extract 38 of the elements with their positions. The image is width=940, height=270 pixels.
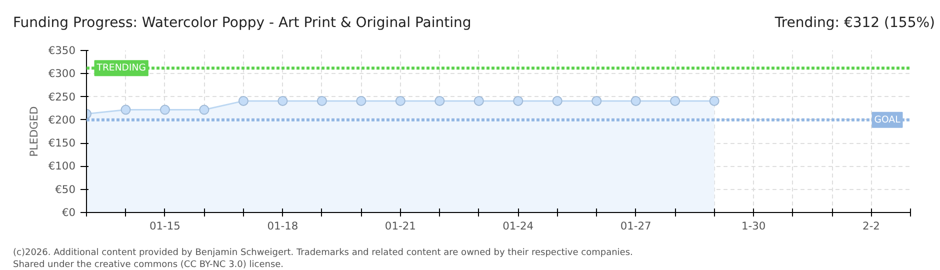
x-tick-label: 1-30 bbox=[741, 220, 766, 232]
point bbox=[356, 96, 366, 106]
y-tick-label: €0 bbox=[62, 206, 76, 219]
point bbox=[552, 96, 562, 106]
ref-line-label: TRENDING bbox=[96, 62, 146, 74]
x-tick-label: 2-2 bbox=[862, 220, 880, 232]
y-tick-label: €200 bbox=[48, 113, 76, 126]
text: (c)2026. Additional content provided by Benjamin Schweigert. Trademarks and related content are owned by their respective companies. bbox=[13, 248, 633, 258]
point bbox=[434, 96, 445, 106]
x-tick-label: 01-15 bbox=[149, 220, 180, 232]
point bbox=[316, 96, 327, 106]
point bbox=[120, 104, 131, 115]
point bbox=[395, 96, 406, 106]
point bbox=[474, 96, 484, 106]
point bbox=[513, 96, 524, 106]
x-tick-label: 01-24 bbox=[502, 220, 534, 232]
y-tick-label: €100 bbox=[48, 160, 76, 173]
point bbox=[630, 96, 641, 106]
point bbox=[670, 96, 680, 106]
y-tick-label: €250 bbox=[48, 90, 76, 104]
point bbox=[238, 96, 248, 106]
y-tick-label: €350 bbox=[48, 44, 76, 57]
chart-title: Funding Progress: Watercolor Poppy - Art Print & Original Painting bbox=[13, 14, 472, 33]
y-tick-label: €50 bbox=[55, 182, 76, 196]
point bbox=[199, 104, 210, 115]
chart-subtitle: Trending: €312 (155%) bbox=[774, 14, 935, 33]
point bbox=[592, 96, 602, 106]
y-tick-label: €300 bbox=[48, 67, 76, 80]
x-tick-label: 01-27 bbox=[620, 220, 652, 232]
y-axis-title: PLEDGED bbox=[27, 106, 40, 157]
point bbox=[709, 96, 720, 106]
ref-line-label: GOAL bbox=[874, 114, 902, 126]
text: Shared under the creative commons (CC BY-NC 3.0) license. bbox=[13, 260, 284, 270]
x-tick-label: 01-18 bbox=[267, 220, 298, 232]
x-tick-label: 01-21 bbox=[384, 220, 416, 232]
point bbox=[160, 104, 170, 115]
point bbox=[278, 96, 288, 106]
y-tick-label: €150 bbox=[48, 136, 76, 150]
